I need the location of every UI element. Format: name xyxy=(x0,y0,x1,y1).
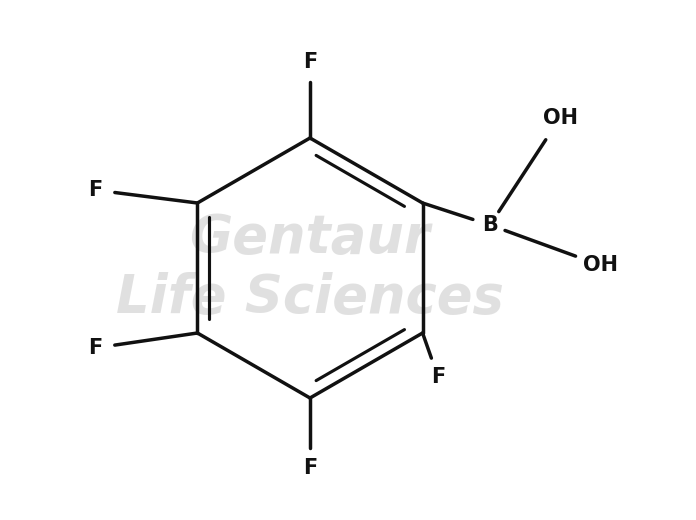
Text: F: F xyxy=(303,458,317,478)
Text: F: F xyxy=(303,52,317,72)
Text: OH: OH xyxy=(542,108,578,128)
Text: F: F xyxy=(431,367,445,387)
Text: F: F xyxy=(88,338,102,358)
Text: F: F xyxy=(88,180,102,200)
Text: B: B xyxy=(482,215,498,235)
Text: OH: OH xyxy=(583,255,617,275)
Text: Gentaur
Life Sciences: Gentaur Life Sciences xyxy=(116,212,504,324)
